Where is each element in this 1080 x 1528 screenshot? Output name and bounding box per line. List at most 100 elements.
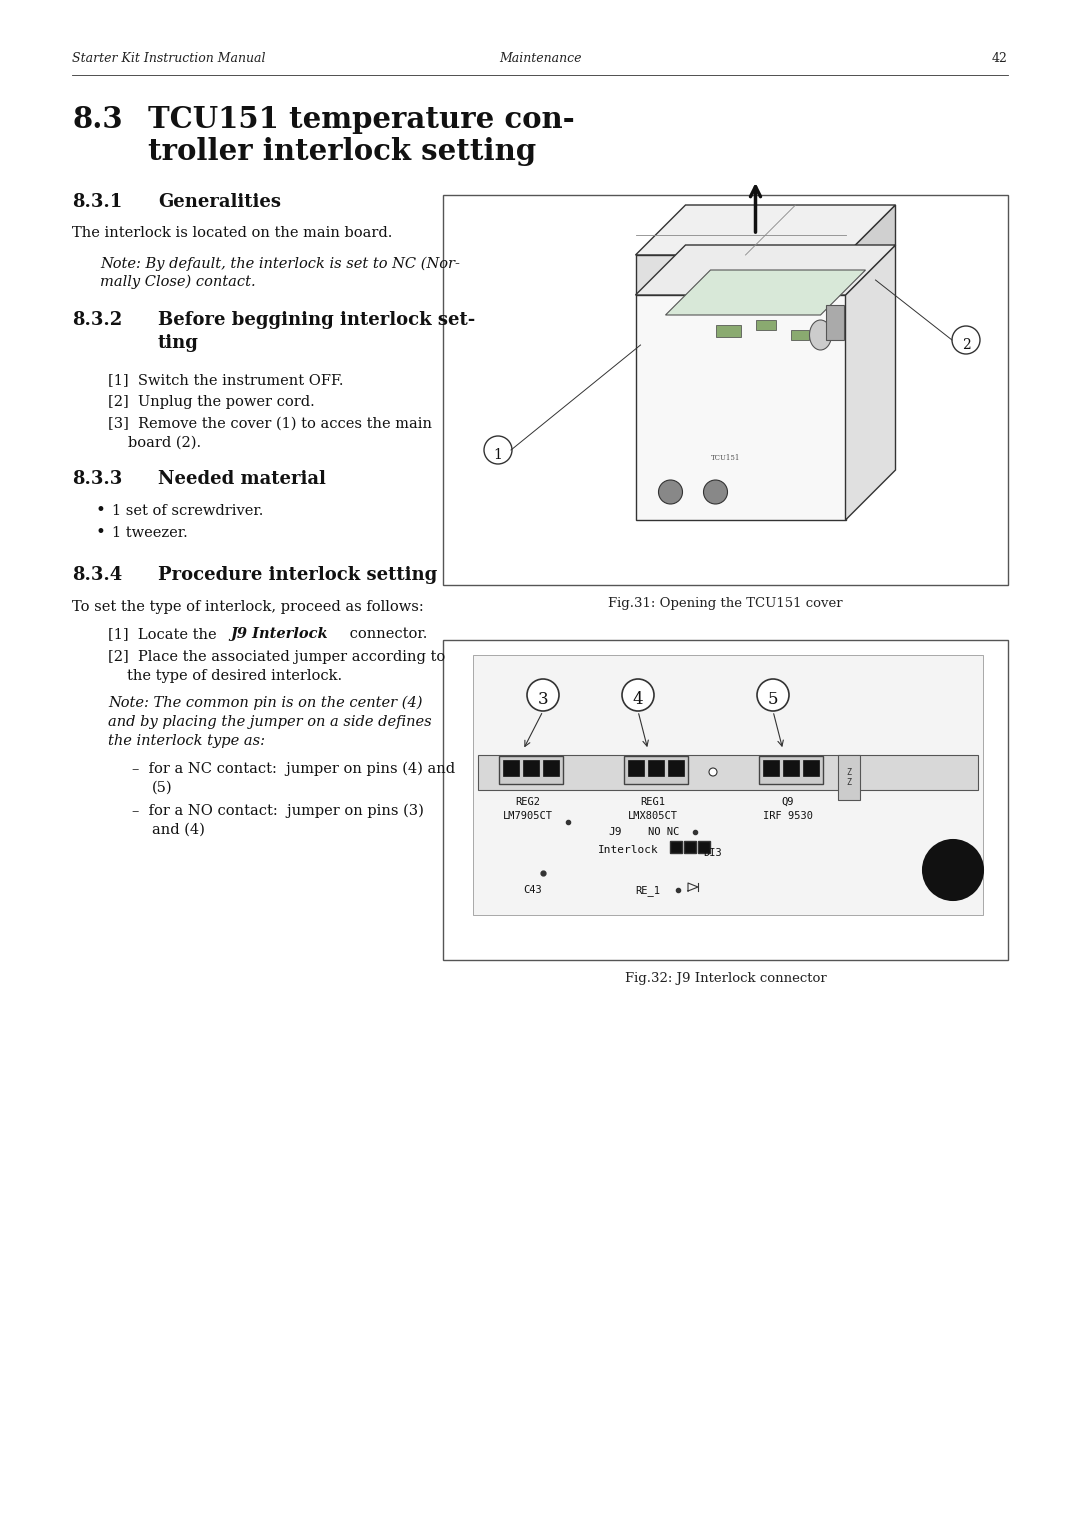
Bar bbox=[669, 759, 684, 776]
Bar bbox=[825, 306, 843, 341]
Text: Z: Z bbox=[847, 769, 851, 778]
Text: (5): (5) bbox=[152, 781, 173, 795]
Text: Starter Kit Instruction Manual: Starter Kit Instruction Manual bbox=[72, 52, 266, 66]
Circle shape bbox=[659, 480, 683, 504]
Polygon shape bbox=[665, 270, 865, 315]
Text: REG1: REG1 bbox=[640, 798, 665, 807]
Bar bbox=[478, 755, 978, 790]
Text: LMX805CT: LMX805CT bbox=[627, 811, 678, 821]
Polygon shape bbox=[846, 205, 895, 295]
Text: ting: ting bbox=[158, 335, 199, 351]
Bar bbox=[624, 756, 688, 784]
Circle shape bbox=[708, 769, 717, 776]
Text: 8.3.4: 8.3.4 bbox=[72, 565, 122, 584]
Text: LM7905CT: LM7905CT bbox=[503, 811, 553, 821]
Bar bbox=[499, 756, 563, 784]
Text: DI3: DI3 bbox=[703, 848, 721, 859]
Bar bbox=[838, 755, 860, 801]
Circle shape bbox=[527, 678, 559, 711]
Bar bbox=[698, 840, 710, 853]
Text: [1]  Locate the: [1] Locate the bbox=[108, 626, 221, 642]
Bar bbox=[759, 756, 823, 784]
Circle shape bbox=[622, 678, 654, 711]
Text: mally Close) contact.: mally Close) contact. bbox=[100, 275, 256, 289]
Text: 3: 3 bbox=[538, 692, 549, 709]
Text: 8.3.3: 8.3.3 bbox=[72, 471, 122, 487]
Text: Procedure interlock setting: Procedure interlock setting bbox=[158, 565, 437, 584]
Text: REG2: REG2 bbox=[515, 798, 540, 807]
Bar bbox=[503, 759, 519, 776]
Text: [2]  Place the associated jumper according to: [2] Place the associated jumper accordin… bbox=[108, 649, 445, 665]
Text: •: • bbox=[95, 503, 105, 520]
Bar bbox=[756, 319, 775, 330]
Text: Note: By default, the interlock is set to NC (Nor-: Note: By default, the interlock is set t… bbox=[100, 257, 460, 270]
Text: C43: C43 bbox=[524, 885, 542, 895]
Bar bbox=[627, 759, 644, 776]
Text: Maintenance: Maintenance bbox=[499, 52, 581, 66]
Text: 42: 42 bbox=[993, 52, 1008, 66]
Bar bbox=[670, 840, 681, 853]
Text: NO NC: NO NC bbox=[648, 827, 679, 837]
Text: Fig.31: Opening the TCU151 cover: Fig.31: Opening the TCU151 cover bbox=[608, 597, 842, 610]
Text: troller interlock setting: troller interlock setting bbox=[148, 138, 536, 167]
Text: the interlock type as:: the interlock type as: bbox=[108, 733, 265, 749]
Circle shape bbox=[484, 435, 512, 465]
Text: and by placing the jumper on a side defines: and by placing the jumper on a side defi… bbox=[108, 715, 432, 729]
Text: J9 Interlock: J9 Interlock bbox=[230, 626, 327, 642]
Text: Fig.32: J9 Interlock connector: Fig.32: J9 Interlock connector bbox=[624, 972, 826, 986]
Text: Q9: Q9 bbox=[782, 798, 794, 807]
Text: –  for a NO contact:  jumper on pins (3): – for a NO contact: jumper on pins (3) bbox=[132, 804, 423, 817]
Polygon shape bbox=[635, 255, 846, 295]
Text: The interlock is located on the main board.: The interlock is located on the main boa… bbox=[72, 226, 392, 240]
Text: 1 set of screwdriver.: 1 set of screwdriver. bbox=[112, 504, 264, 518]
Bar bbox=[443, 640, 1008, 960]
Bar bbox=[543, 759, 559, 776]
Text: •: • bbox=[95, 524, 105, 541]
Polygon shape bbox=[635, 295, 846, 520]
Text: –  for a NC contact:  jumper on pins (4) and: – for a NC contact: jumper on pins (4) a… bbox=[132, 761, 455, 776]
Text: 8.3.1: 8.3.1 bbox=[72, 193, 122, 211]
Circle shape bbox=[951, 325, 980, 354]
Text: J9: J9 bbox=[608, 827, 621, 837]
Bar bbox=[443, 196, 1008, 585]
Text: Generalities: Generalities bbox=[158, 193, 281, 211]
Text: [2]  Unplug the power cord.: [2] Unplug the power cord. bbox=[108, 396, 314, 410]
Text: connector.: connector. bbox=[345, 626, 428, 642]
Text: board (2).: board (2). bbox=[129, 435, 201, 451]
Text: and (4): and (4) bbox=[152, 824, 205, 837]
Text: IRF 9530: IRF 9530 bbox=[762, 811, 813, 821]
Text: 8.3: 8.3 bbox=[72, 105, 123, 134]
Bar bbox=[715, 325, 741, 338]
Text: 2: 2 bbox=[961, 338, 970, 351]
Circle shape bbox=[757, 678, 789, 711]
Text: RE_1: RE_1 bbox=[635, 885, 661, 895]
Polygon shape bbox=[635, 205, 895, 255]
Text: [1]  Switch the instrument OFF.: [1] Switch the instrument OFF. bbox=[108, 373, 343, 387]
Text: 1 tweezer.: 1 tweezer. bbox=[112, 526, 188, 539]
Bar bbox=[523, 759, 539, 776]
Text: Interlock: Interlock bbox=[598, 845, 659, 856]
Text: Before beggining interlock set-: Before beggining interlock set- bbox=[158, 312, 475, 329]
Bar bbox=[762, 759, 779, 776]
Text: 1: 1 bbox=[494, 448, 502, 461]
Text: TCU151 temperature con-: TCU151 temperature con- bbox=[148, 105, 575, 134]
Circle shape bbox=[923, 840, 983, 900]
Ellipse shape bbox=[810, 319, 832, 350]
Text: Note: The common pin is on the center (4): Note: The common pin is on the center (4… bbox=[108, 695, 422, 711]
Bar bbox=[783, 759, 799, 776]
Text: 4: 4 bbox=[633, 692, 644, 709]
Text: Needed material: Needed material bbox=[158, 471, 326, 487]
Bar bbox=[473, 656, 983, 915]
Polygon shape bbox=[846, 244, 895, 520]
Text: 8.3.2: 8.3.2 bbox=[72, 312, 122, 329]
Bar bbox=[791, 330, 809, 341]
Bar bbox=[684, 840, 696, 853]
Text: [3]  Remove the cover (1) to acces the main: [3] Remove the cover (1) to acces the ma… bbox=[108, 417, 432, 431]
Text: To set the type of interlock, proceed as follows:: To set the type of interlock, proceed as… bbox=[72, 601, 423, 614]
Text: TCU151: TCU151 bbox=[711, 454, 740, 461]
Bar bbox=[804, 759, 819, 776]
Circle shape bbox=[703, 480, 728, 504]
Text: the type of desired interlock.: the type of desired interlock. bbox=[127, 669, 342, 683]
Text: 5: 5 bbox=[768, 692, 779, 709]
Polygon shape bbox=[635, 244, 895, 295]
